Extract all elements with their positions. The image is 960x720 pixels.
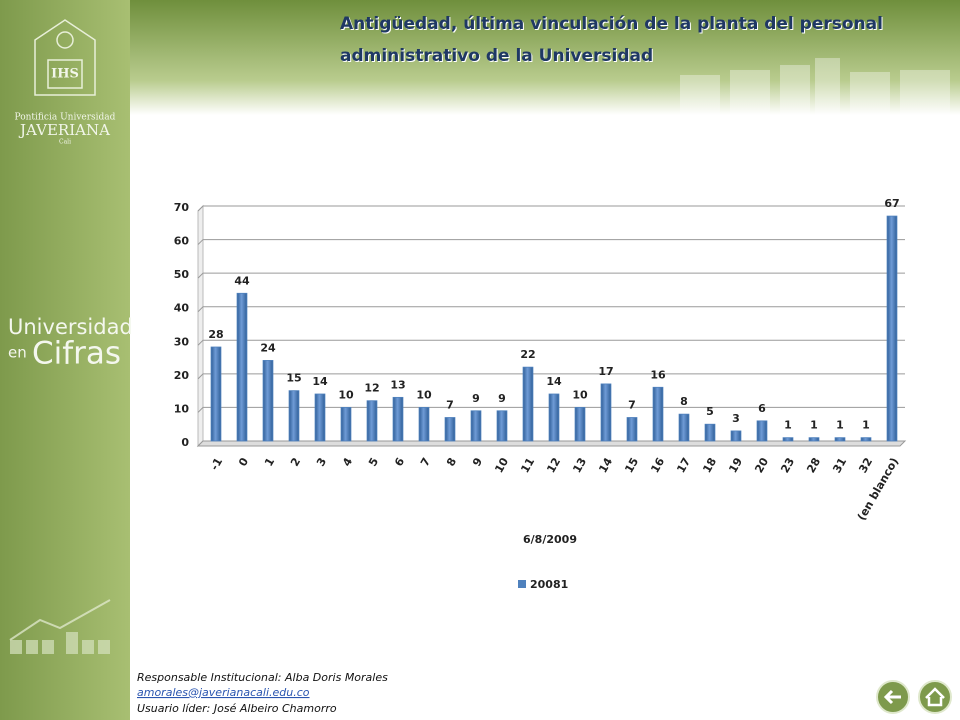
header-band [130,0,960,115]
data-label: 8 [680,395,688,408]
data-label: 1 [784,419,792,432]
bar [678,413,690,442]
logo-line: Pontificia Universidad [15,113,116,123]
title-line: Antigüedad, última vinculación de la pla… [340,14,883,34]
data-label: 15 [286,372,301,385]
x-tick-label: -1 [208,456,225,473]
y-tick-label: 70 [174,201,190,214]
bar [470,410,482,442]
data-label: 7 [628,399,636,412]
brand-line: Universidad [8,315,133,339]
bar [236,292,248,442]
logo-monogram: IHS [51,67,79,82]
data-label: 5 [706,405,714,418]
bar [496,410,508,442]
bar [756,420,768,442]
data-label: 14 [546,375,562,388]
data-label: 17 [598,365,613,378]
title-shadow: administrativo de la Universidad [341,47,654,67]
data-label: 9 [472,392,480,405]
plot-floor [196,440,907,447]
footer-email[interactable]: amorales@javerianacali.edu.co [137,686,310,699]
data-label: 10 [338,388,354,401]
data-label: 16 [650,368,666,381]
bar [340,407,352,442]
bar [574,407,586,442]
bar [626,417,638,442]
data-label: 1 [836,419,844,432]
bar [652,386,664,442]
y-tick-label: 20 [174,369,190,382]
bar [418,407,430,442]
data-label: 10 [572,388,588,401]
back-button[interactable] [876,680,910,714]
data-label: 10 [416,388,432,401]
bar [210,346,222,442]
y-tick-label: 0 [181,436,189,449]
bar [262,360,274,442]
y-tick-label: 40 [174,302,190,315]
bar [600,383,612,442]
grid-line [197,306,905,313]
bar [288,390,300,442]
bar [314,393,326,442]
footer-leader: Usuario líder: José Albeiro Chamorro [137,702,337,715]
title-line: administrativo de la Universidad [340,46,653,66]
bar [808,437,820,442]
data-label: 7 [446,399,454,412]
grid-line [197,339,905,346]
title: Antigüedad, última vinculación de la pla… [340,14,884,67]
grid-line [197,239,905,245]
data-label: 1 [810,419,818,432]
bar [522,366,534,442]
bar [704,423,716,442]
bar [860,437,872,442]
bar [782,437,794,442]
x-axis-title: 6/8/2009 [523,533,577,546]
logo-line: JAVERIANA [18,121,110,139]
bar [366,400,378,442]
data-label: 44 [234,274,250,287]
grid-line [197,406,905,413]
footer-responsible: Responsable Institucional: Alba Doris Mo… [137,671,388,684]
bar [886,215,898,442]
logo-line: Cali [59,139,71,146]
logo-crest [34,19,96,96]
bar [548,393,560,442]
bar [392,396,404,442]
bar [730,430,742,442]
bar [444,417,456,442]
y-tick-label: 10 [174,402,190,415]
brand-line: en [8,344,27,362]
y-tick-label: 50 [174,268,190,281]
grid-line [197,373,905,380]
sidebar-decor [9,599,111,654]
header-bars [680,58,950,115]
brand-line: Cifras [32,336,121,372]
data-label: 12 [364,382,379,395]
grid-line [197,272,905,279]
data-label: 13 [390,378,405,391]
data-label: 9 [498,392,506,405]
data-label: 1 [862,419,870,432]
y-tick-label: 30 [174,335,190,348]
legend-label: 20081 [530,578,568,591]
bar [834,437,846,442]
data-label: 67 [884,197,899,210]
home-button[interactable] [918,680,952,714]
data-label: 6 [758,402,766,415]
data-label: 24 [260,341,276,354]
data-label: 22 [520,348,535,361]
data-label: 3 [732,412,740,425]
y-tick-label: 60 [174,235,190,248]
grid-line [197,205,905,212]
data-label: 28 [208,328,223,341]
data-label: 14 [312,375,328,388]
title-shadow: Antigüedad, última vinculación de la pla… [341,15,884,35]
legend-swatch [518,580,526,588]
